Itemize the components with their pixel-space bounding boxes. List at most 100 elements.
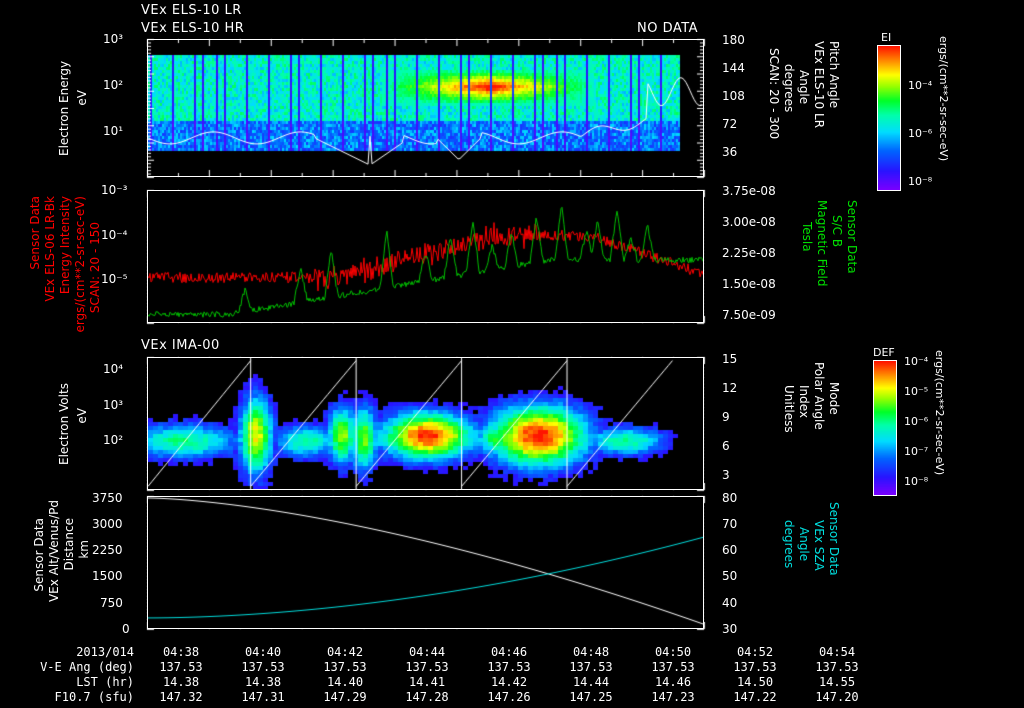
panel4-y2tick-1: 70 — [722, 517, 738, 531]
spectrogram-canvas-3 — [148, 358, 703, 489]
ve-ang-3: 137.53 — [405, 660, 449, 674]
panel1-nodata-label: NO DATA — [637, 21, 699, 36]
ve-ang-2: 137.53 — [323, 660, 367, 674]
time-2: 04:42 — [326, 645, 364, 659]
time-3: 04:44 — [408, 645, 446, 659]
lst-4: 14.42 — [490, 675, 528, 689]
panel2-ylabel-1: Sensor Data — [28, 196, 42, 270]
lst-8: 14.55 — [818, 675, 856, 689]
panel-altitude-sza[interactable] — [147, 496, 704, 629]
panel1-y2label-2: VEx ELS-10 LR — [812, 41, 826, 129]
panel3-yunits: eV — [75, 408, 89, 424]
panel3-y2label-3: Index — [797, 385, 811, 419]
panel4-y2label-4: degrees — [782, 520, 796, 569]
lst-3: 14.41 — [408, 675, 446, 689]
row-label-date: 2013/014 — [76, 645, 134, 659]
panel4-ytick-1: 3000 — [92, 517, 123, 531]
colorbar3-units: ergs/(cm**2-sr-sec-eV) — [933, 350, 946, 476]
panel1-y2label-5: SCAN: 20 - 300 — [767, 48, 781, 140]
time-7: 04:52 — [736, 645, 774, 659]
panel2-ylabel-2: VEx ELS-06 LR-Bk — [43, 196, 57, 302]
colorbar3-gradient — [873, 360, 897, 496]
panel3-ytick-2: 10² — [103, 433, 124, 447]
time-1: 04:40 — [244, 645, 282, 659]
time-4: 04:46 — [490, 645, 528, 659]
panel3-y2label-4: Unitless — [782, 385, 796, 433]
panel3-y2tick-4: 3 — [722, 468, 730, 482]
f107-7: 147.22 — [733, 690, 777, 704]
panel3-y2label-1: Mode — [827, 382, 841, 415]
panel1-y2label-1: Pitch Angle — [827, 41, 841, 109]
panel4-y2tick-2: 60 — [722, 543, 738, 557]
f107-2: 147.29 — [323, 690, 367, 704]
panel3-y2tick-3: 6 — [722, 439, 730, 453]
panel1-ylabel: Electron Energy — [57, 60, 71, 156]
row-label-ve-ang: V-E Ang (deg) — [40, 660, 134, 674]
colorbar3-tick-4: 10⁻⁸ — [904, 475, 929, 488]
colorbar3-tick-2: 10⁻⁶ — [904, 415, 929, 428]
f107-0: 147.32 — [159, 690, 203, 704]
panel4-y2tick-5: 30 — [722, 622, 738, 636]
panel2-y2tick-3: 1.50e-08 — [722, 277, 776, 291]
lineplot-canvas-4 — [148, 497, 703, 628]
panel2-y2label-1: Sensor Data — [845, 200, 859, 274]
panel1-ytick-2: 10¹ — [103, 124, 124, 138]
panel4-ytick-5: 0 — [122, 622, 130, 636]
bottom-parameter-table: 2013/014 04:38 04:40 04:42 04:44 04:46 0… — [8, 645, 878, 705]
lst-1: 14.38 — [244, 675, 282, 689]
f107-6: 147.23 — [651, 690, 695, 704]
panel-electron-energy-spectrogram[interactable] — [147, 39, 704, 177]
panel1-title-hr: VEx ELS-10 HR — [141, 21, 245, 36]
f107-5: 147.25 — [569, 690, 613, 704]
panel4-y2label-1: Sensor Data — [827, 502, 841, 576]
panel2-y2tick-1: 3.00e-08 — [722, 215, 776, 229]
f107-1: 147.31 — [241, 690, 285, 704]
panel2-y2label-4: Tesla — [800, 222, 814, 252]
panel3-ylabel: Electron Volts — [57, 383, 71, 466]
colorbar1-tick-2: 10⁻⁸ — [908, 175, 933, 188]
panel-energy-intensity-magnetic-field[interactable] — [147, 190, 704, 323]
lst-6: 14.46 — [654, 675, 692, 689]
panel3-y2label-2: Polar Angle — [812, 362, 826, 430]
panel1-y2label-4: degrees — [782, 64, 796, 113]
panel4-ylabel-4: km — [77, 540, 91, 559]
row-label-f107: F10.7 (sfu) — [54, 690, 134, 704]
panel1-y2tick-3: 72 — [722, 117, 738, 131]
colorbar3-title: DEF — [873, 346, 895, 359]
row-label-lst: LST (hr) — [76, 675, 134, 689]
panel3-ytick-0: 10⁴ — [103, 362, 124, 376]
colorbar1-units: ergs/(cm**2-sr-sec-eV) — [937, 36, 950, 162]
panel3-ytick-1: 10³ — [103, 398, 124, 412]
ve-ang-5: 137.53 — [569, 660, 613, 674]
f107-8: 147.20 — [815, 690, 859, 704]
panel1-y2tick-4: 36 — [722, 145, 738, 159]
colorbar1-title: EI — [881, 31, 892, 44]
ve-ang-8: 137.53 — [815, 660, 859, 674]
f107-3: 147.28 — [405, 690, 449, 704]
panel1-yunits: eV — [75, 90, 89, 106]
ve-ang-6: 137.53 — [651, 660, 695, 674]
panel2-ylabel-4: ergs/(cm**2-sr-sec-eV) — [73, 196, 87, 333]
table-row-f107: F10.7 (sfu) 147.32 147.31 147.29 147.28 … — [8, 690, 878, 705]
panel2-y2tick-4: 7.50e-09 — [722, 308, 776, 322]
lst-2: 14.40 — [326, 675, 364, 689]
colorbar3-tick-3: 10⁻⁷ — [904, 445, 929, 458]
colorbar1-tick-1: 10⁻⁶ — [908, 127, 933, 140]
panel2-ytick-1: 10⁻⁴ — [101, 228, 128, 242]
time-5: 04:48 — [572, 645, 610, 659]
panel3-y2tick-0: 15 — [722, 352, 738, 366]
spectrogram-canvas-1 — [148, 40, 703, 176]
panel4-y2label-3: Angle — [797, 527, 811, 562]
lst-0: 14.38 — [162, 675, 200, 689]
panel2-ytick-2: 10⁻⁵ — [101, 272, 128, 286]
panel1-ytick-1: 10² — [103, 78, 124, 92]
lineplot-canvas-2 — [148, 191, 703, 322]
table-row-lst: LST (hr) 14.38 14.38 14.40 14.41 14.42 1… — [8, 675, 878, 690]
panel-ion-spectrogram[interactable] — [147, 357, 704, 490]
panel4-ytick-0: 3750 — [92, 491, 123, 505]
panel4-ytick-4: 750 — [100, 596, 123, 610]
colorbar1-tick-0: 10⁻⁴ — [908, 79, 933, 92]
panel1-title-lr: VEx ELS-10 LR — [141, 3, 242, 18]
panel1-y2label-3: Angle — [797, 70, 811, 105]
ve-ang-7: 137.53 — [733, 660, 777, 674]
